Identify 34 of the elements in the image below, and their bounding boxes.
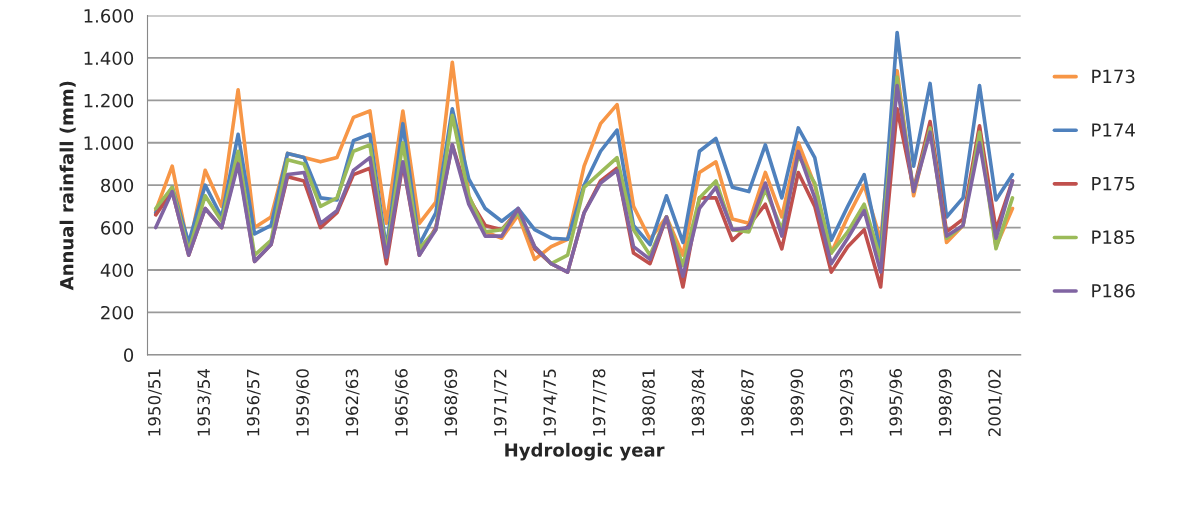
y-axis-title: Annual rainfall (mm) xyxy=(59,81,76,291)
x-axis-title: Hydrologic year xyxy=(505,442,665,461)
y-tick-label: 1.400 xyxy=(84,51,134,66)
x-tick-label: 1995/96 xyxy=(889,369,904,436)
x-tick-label: 1986/87 xyxy=(741,369,755,436)
x-tick-label: 1992/93 xyxy=(839,369,854,436)
x-tick-label: 1962/63 xyxy=(345,369,360,436)
y-tick-label: 800 xyxy=(101,178,134,193)
x-tick-label: 1950/51 xyxy=(147,369,162,436)
x-tick-label: 1971/72 xyxy=(493,369,508,436)
x-tick-label: 1980/81 xyxy=(642,369,657,436)
x-tick-label: 1965/66 xyxy=(395,369,410,436)
legend-label: P186 xyxy=(1092,283,1135,298)
x-tick-label: 1974/75 xyxy=(543,369,558,436)
x-tick-label: 1989/90 xyxy=(790,369,805,436)
x-tick-label: 1983/84 xyxy=(691,368,706,436)
x-tick-label: 2001/02 xyxy=(988,369,1003,437)
x-tick-label: 1998/99 xyxy=(938,369,953,436)
y-tick-label: 1.600 xyxy=(84,9,134,23)
y-tick-label: 600 xyxy=(101,221,134,235)
legend-label: P174 xyxy=(1092,123,1135,137)
legend-label: P185 xyxy=(1092,230,1135,245)
y-tick-label: 200 xyxy=(101,305,134,320)
legend-label: P173 xyxy=(1092,69,1135,84)
y-tick-label: 1.200 xyxy=(84,93,134,108)
x-tick-label: 1953/54 xyxy=(197,368,212,436)
y-tick-label: 0 xyxy=(124,348,134,362)
x-tick-label: 1956/57 xyxy=(246,369,261,436)
x-tick-label: 1968/69 xyxy=(444,369,459,436)
x-tick-label: 1977/78 xyxy=(592,369,607,436)
y-tick-label: 400 xyxy=(100,263,134,278)
x-tick-label: 1959/60 xyxy=(296,369,311,436)
legend-label: P175 xyxy=(1092,177,1135,191)
y-tick-label: 1.000 xyxy=(84,136,134,150)
